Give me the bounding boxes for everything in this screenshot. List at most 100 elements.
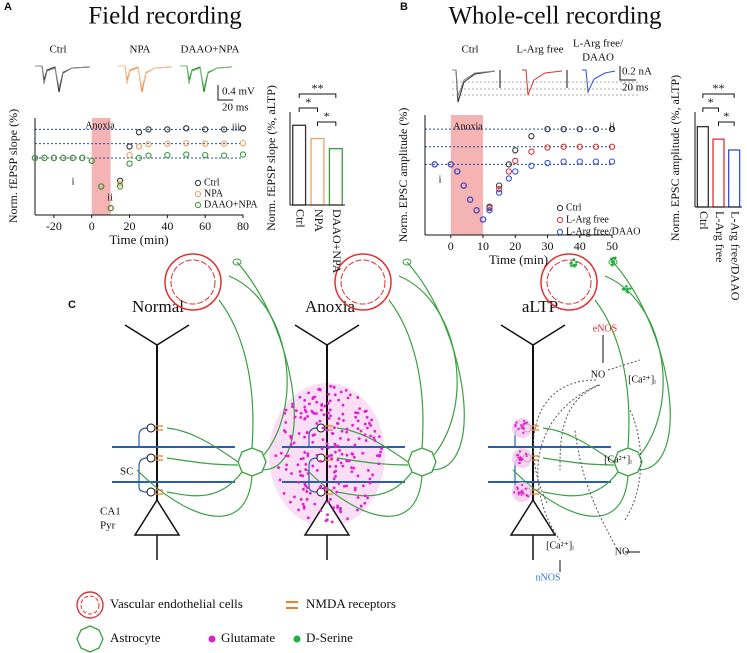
glutamate-dot xyxy=(519,457,523,460)
glutamate-dot xyxy=(304,484,307,488)
glutamate-dot xyxy=(344,388,348,392)
glutamate-dot xyxy=(319,509,323,513)
glutamate-dot xyxy=(369,434,372,438)
data-point xyxy=(60,154,67,162)
glutamate-dot xyxy=(306,454,310,458)
glutamate-dot xyxy=(318,486,322,490)
glutamate-dot xyxy=(319,459,322,463)
glutamate-dot xyxy=(305,490,309,493)
glutamate-dot xyxy=(520,493,523,496)
data-point xyxy=(183,125,190,132)
data-point xyxy=(69,154,76,162)
glutamate-dot xyxy=(340,429,344,433)
glutamate-dot xyxy=(337,482,341,485)
glutamate-dot xyxy=(522,419,526,422)
significance-bracket xyxy=(718,121,735,126)
legend-label: Vascular endothelial cells xyxy=(110,596,243,611)
glutamate-dot xyxy=(515,454,518,457)
significance-bracket xyxy=(702,93,735,98)
glutamate-dot xyxy=(311,440,315,444)
x-tick-label: 0 xyxy=(89,219,95,233)
y-axis-label: Norm. EPSC amplitude (%, aLTP) xyxy=(668,75,682,241)
data-point xyxy=(239,125,247,132)
data-point xyxy=(560,143,567,150)
significance-label: * xyxy=(708,95,714,109)
glutamate-dot xyxy=(380,447,384,451)
annotation: iii xyxy=(232,122,241,133)
data-point xyxy=(220,140,228,147)
glutamate-dot xyxy=(365,415,369,419)
data-point xyxy=(544,125,551,133)
significance-bracket xyxy=(298,93,337,98)
data-point xyxy=(164,126,171,133)
legend-label: Ctrl xyxy=(566,202,582,213)
x-tick-label: L-Arg free xyxy=(713,211,727,262)
glutamate-dot xyxy=(297,508,300,512)
glutamate-dot xyxy=(303,435,306,439)
dserine-dot xyxy=(612,256,615,260)
glutamate-dot xyxy=(283,411,287,415)
glutamate-dot xyxy=(307,391,311,395)
bar xyxy=(696,126,709,208)
x-tick-label: 60 xyxy=(199,219,211,233)
glutamate-dot xyxy=(332,470,336,474)
glutamate-dot xyxy=(298,395,302,399)
glutamate-dot xyxy=(277,466,280,469)
glutamate-dot xyxy=(303,450,307,454)
glutamate-dot xyxy=(378,454,381,458)
data-point xyxy=(576,158,583,165)
significance-bracket xyxy=(298,107,318,112)
x-tick-label: 80 xyxy=(237,219,249,233)
legend-marker xyxy=(556,204,564,212)
legend-label: NMDA receptors xyxy=(306,596,396,611)
panel-label: C xyxy=(68,299,76,311)
glutamate-dot xyxy=(334,474,337,478)
glutamate-dot xyxy=(368,481,372,485)
glutamate-dot xyxy=(336,458,340,462)
data-point xyxy=(41,154,48,162)
data-point xyxy=(505,175,512,182)
glutamate-dot xyxy=(522,423,525,426)
data-point xyxy=(116,183,124,190)
glutamate-dot xyxy=(336,506,339,510)
data-point xyxy=(145,126,152,133)
glutamate-dot xyxy=(354,415,358,419)
glutamate-dot xyxy=(356,411,360,415)
legend-marker xyxy=(194,201,202,209)
data-point xyxy=(164,151,171,159)
glutamate-dot xyxy=(345,427,349,431)
glutamate-dot xyxy=(328,465,332,468)
significance-bracket xyxy=(702,107,719,112)
dserine-dot xyxy=(572,258,576,261)
anoxia-shade xyxy=(450,115,484,235)
dserine-dot xyxy=(570,264,573,268)
glutamate-dot xyxy=(346,396,350,400)
data-point xyxy=(576,125,583,133)
annotation: Anoxia xyxy=(85,120,115,131)
data-point xyxy=(528,162,535,169)
glutamate-dot xyxy=(347,459,351,463)
data-point xyxy=(79,154,86,162)
glutamate-dot xyxy=(517,493,520,496)
glutamate-dot xyxy=(327,454,331,458)
trace-label: DAAO xyxy=(582,52,614,64)
glutamate-dot xyxy=(274,454,278,458)
glutamate-dot xyxy=(296,463,300,467)
data-point xyxy=(454,168,461,175)
glutamate-dot xyxy=(332,506,335,510)
dserine-dot xyxy=(623,287,627,291)
glutamate-dot xyxy=(315,453,319,457)
glutamate-dot xyxy=(335,421,339,425)
no-label: NO xyxy=(591,369,605,380)
glutamate-dot xyxy=(315,468,319,472)
glutamate-dot xyxy=(329,453,333,457)
legend-marker xyxy=(194,179,202,187)
glutamate-dot xyxy=(339,506,342,510)
x-tick-label: -20 xyxy=(46,219,62,233)
glutamate-dot xyxy=(341,464,345,468)
glutamate-dot xyxy=(354,411,357,415)
significance-label: * xyxy=(324,109,330,123)
data-point xyxy=(592,125,600,133)
scale-label: 0.4 mV xyxy=(222,86,255,98)
data-point xyxy=(202,126,209,133)
